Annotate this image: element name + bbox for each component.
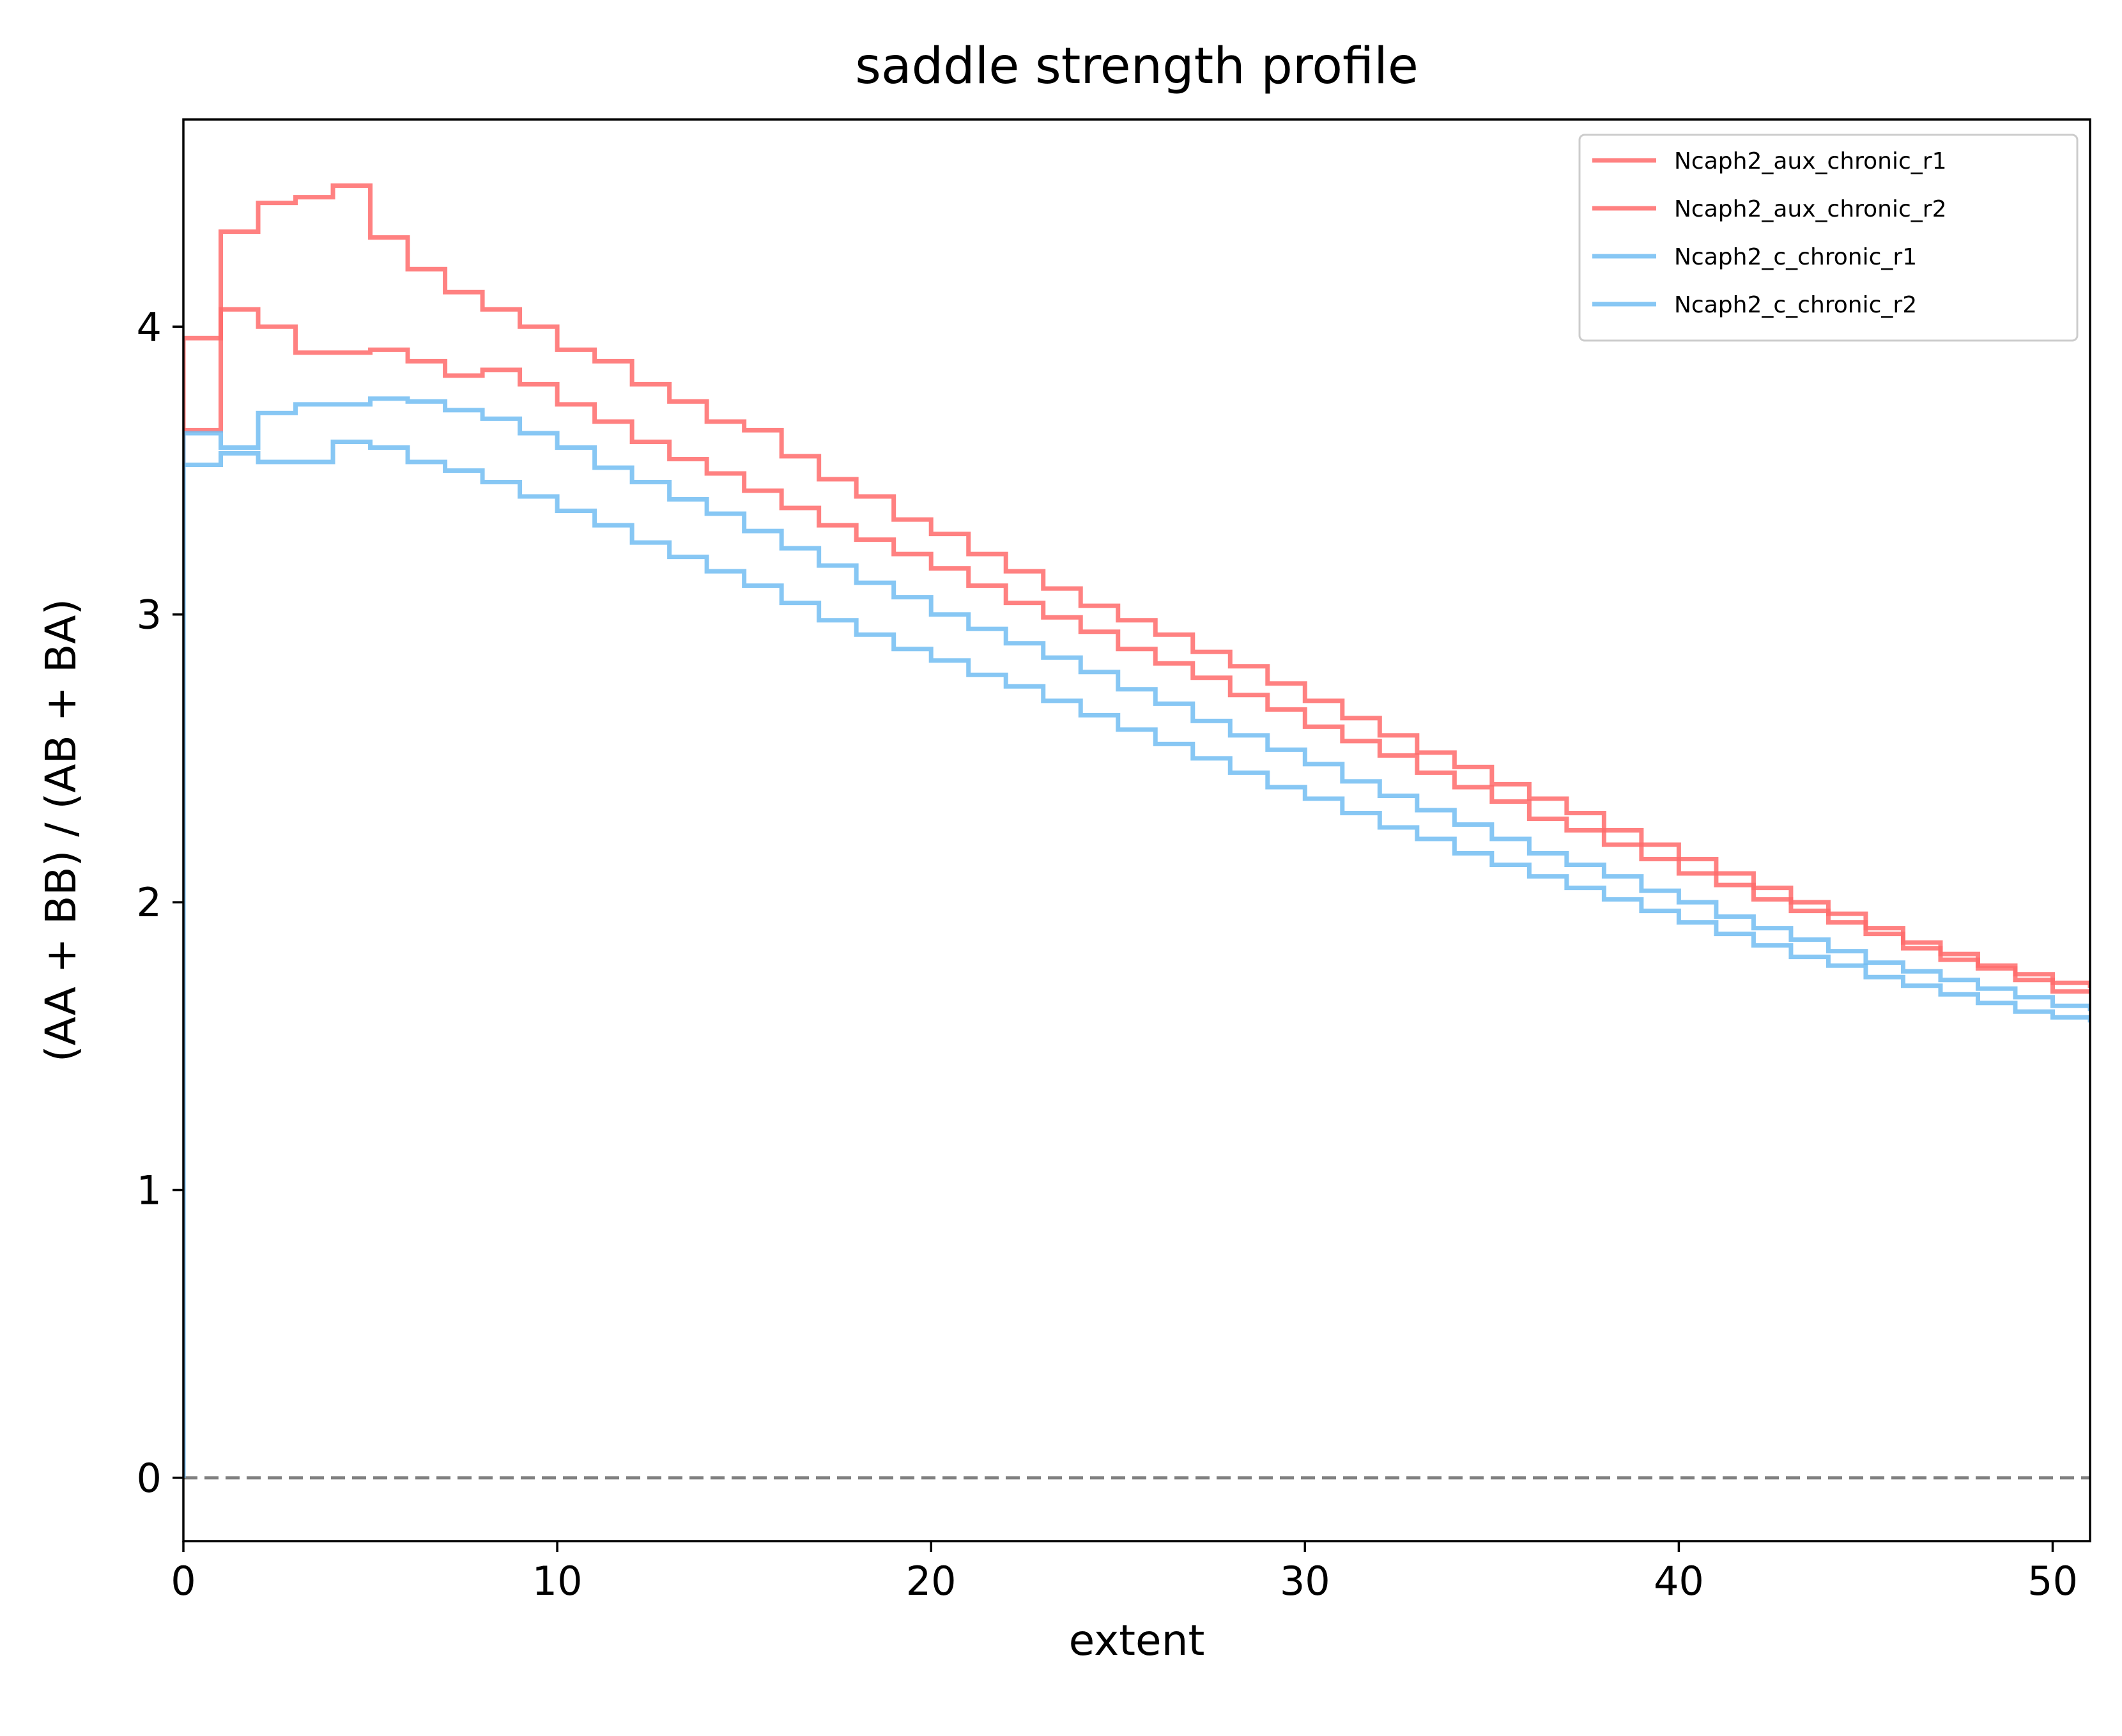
series-line-4 (183, 439, 2090, 1478)
axes-frame (182, 118, 2091, 1542)
y-axis: 0 1 2 3 4 (137, 303, 183, 1502)
legend: Ncaph2_aux_chronic_r1 Ncaph2_aux_chronic_… (1578, 134, 2079, 342)
y-tick-label: 4 (137, 303, 162, 350)
y-tick-label: 2 (137, 879, 162, 926)
x-tick-label: 10 (532, 1558, 583, 1604)
y-axis-label: (AA + BB) / (AB + BA) (36, 599, 86, 1062)
x-axis: 0 10 20 30 40 50 (171, 1541, 2078, 1604)
legend-label: Ncaph2_c_chronic_r1 (1674, 244, 1917, 270)
series-layer (183, 183, 2090, 1478)
axes-border (182, 118, 2091, 1542)
x-tick-label: 20 (906, 1558, 957, 1604)
legend-label: Ncaph2_aux_chronic_r2 (1674, 196, 1947, 222)
x-tick-label: 40 (1654, 1558, 1704, 1604)
y-tick-label: 1 (137, 1167, 162, 1214)
x-tick-label: 0 (171, 1558, 196, 1604)
series-line-3 (183, 396, 2090, 1478)
chart-title: saddle strength profile (855, 38, 1419, 95)
series-line-2 (183, 307, 2090, 1478)
x-tick-label: 50 (2027, 1558, 2078, 1604)
legend-label: Ncaph2_c_chronic_r2 (1674, 292, 1917, 318)
x-axis-label: extent (1069, 1616, 1205, 1665)
y-tick-label: 0 (137, 1455, 162, 1502)
x-tick-label: 30 (1280, 1558, 1330, 1604)
y-tick-label: 3 (137, 592, 162, 638)
legend-box (1578, 134, 2079, 342)
legend-label: Ncaph2_aux_chronic_r1 (1674, 148, 1947, 174)
